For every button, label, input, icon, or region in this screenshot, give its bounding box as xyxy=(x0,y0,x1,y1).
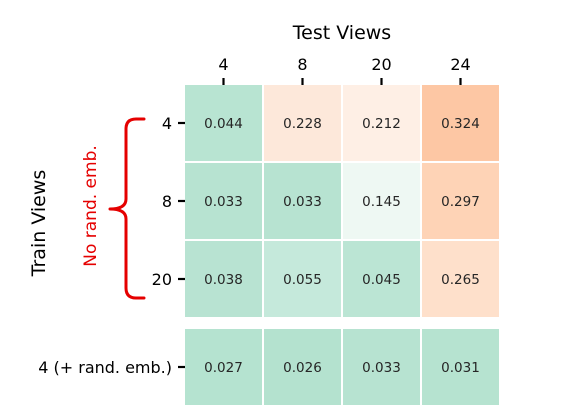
heatmap-cell xyxy=(185,329,262,405)
row-tick-label: 4 xyxy=(162,114,172,133)
heatmap-cell xyxy=(343,329,420,405)
annotation-brace xyxy=(108,117,146,300)
row-tick-label: 8 xyxy=(162,192,172,211)
cell-value-label: 0.212 xyxy=(362,116,401,132)
heatmap-cell xyxy=(185,163,262,239)
heatmap-cell xyxy=(185,85,262,161)
cell-value-label: 0.044 xyxy=(204,116,243,132)
cell-value-label: 0.033 xyxy=(362,360,401,376)
heatmap-cell xyxy=(422,329,499,405)
heatmap-cell xyxy=(343,163,420,239)
cell-value-label: 0.055 xyxy=(283,272,322,288)
heatmap-cell xyxy=(422,163,499,239)
cell-value-label: 0.145 xyxy=(362,194,401,210)
cell-value-label: 0.031 xyxy=(441,360,480,376)
column-tick-label: 20 xyxy=(371,55,391,74)
heatmap-cell xyxy=(264,329,341,405)
row-tick-label: 4 (+ rand. emb.) xyxy=(38,358,172,377)
cell-value-label: 0.033 xyxy=(204,194,243,210)
cell-value-label: 0.297 xyxy=(441,194,480,210)
row-tick-label: 20 xyxy=(152,270,172,289)
cell-value-label: 0.026 xyxy=(283,360,322,376)
cell-value-label: 0.038 xyxy=(204,272,243,288)
cell-value-label: 0.033 xyxy=(283,194,322,210)
row-ticks: 4 8 20 4 (+ rand. emb.) xyxy=(38,114,185,377)
heatmap-cell xyxy=(422,241,499,317)
heatmap-cell xyxy=(264,241,341,317)
annotation-label: No rand. emb. xyxy=(81,145,101,267)
x-axis-title: Test Views xyxy=(292,22,391,44)
heatmap-cell xyxy=(185,241,262,317)
column-ticks: 4 8 20 24 xyxy=(218,55,471,85)
heatmap-cells: 0.044 0.228 0.212 0.324 0.033 0.033 0.145 0.297… xyxy=(185,85,499,405)
y-axis-title: Train Views xyxy=(28,170,50,278)
column-tick-label: 4 xyxy=(218,55,228,74)
heatmap-cell xyxy=(264,85,341,161)
heatmap-cell xyxy=(343,85,420,161)
heatmap-cell xyxy=(422,85,499,161)
cell-value-label: 0.045 xyxy=(362,272,401,288)
cell-value-label: 0.324 xyxy=(441,116,480,132)
cell-value-label: 0.228 xyxy=(283,116,322,132)
heatmap-cell xyxy=(264,163,341,239)
heatmap-cell xyxy=(343,241,420,317)
column-tick-label: 24 xyxy=(450,55,470,74)
cell-value-label: 0.265 xyxy=(441,272,480,288)
cell-value-label: 0.027 xyxy=(204,360,243,376)
column-tick-label: 8 xyxy=(297,55,307,74)
